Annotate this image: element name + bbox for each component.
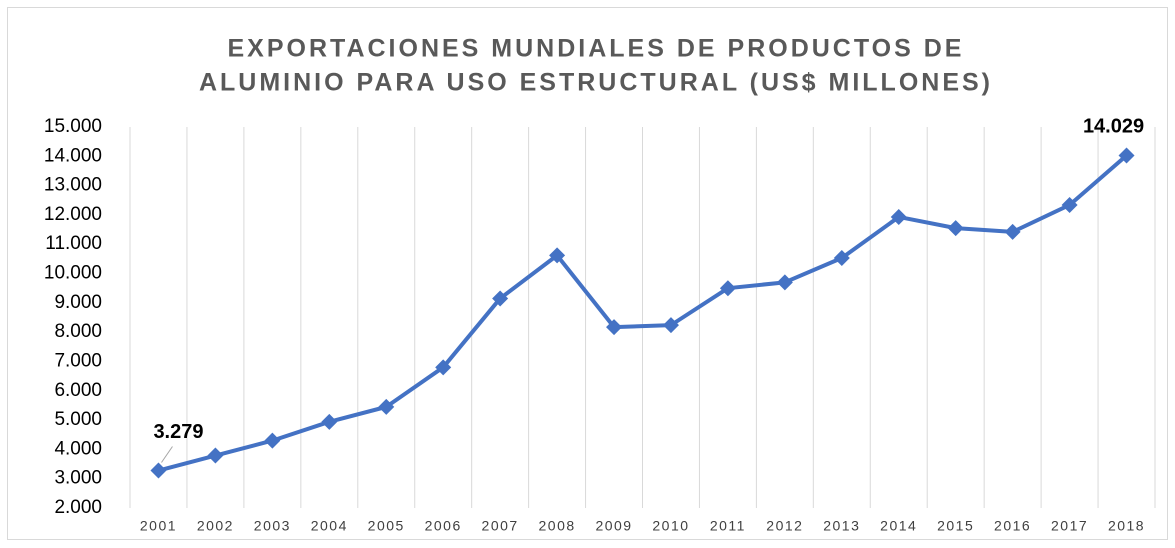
chart-title: ALUMINIO PARA USO ESTRUCTURAL (US$ MILLO… (199, 69, 993, 97)
y-tick-label: 9.000 (54, 292, 102, 313)
y-tick-label: 15.000 (44, 116, 102, 137)
marker (662, 317, 679, 334)
data-label: 14.029 (1083, 116, 1144, 138)
x-tick-label: 2012 (766, 518, 803, 534)
marker (321, 413, 338, 430)
y-tick-label: 10.000 (44, 263, 102, 284)
leader-line (161, 446, 173, 463)
x-tick-label: 2002 (197, 518, 234, 534)
x-tick-label: 2007 (482, 518, 519, 534)
x-tick-label: 2004 (311, 518, 348, 534)
marker (833, 250, 850, 267)
marker (606, 319, 623, 336)
x-tick-label: 2003 (254, 518, 291, 534)
y-tick-label: 8.000 (54, 321, 102, 342)
x-tick-label: 2010 (652, 518, 689, 534)
y-tick-label: 14.000 (44, 145, 102, 166)
data-label: 3.279 (153, 421, 203, 443)
marker (549, 247, 566, 264)
x-tick-label: 2005 (368, 518, 405, 534)
x-tick-label: 2015 (937, 518, 974, 534)
y-tick-label: 11.000 (45, 233, 102, 254)
marker (719, 280, 736, 297)
y-tick-label: 7.000 (54, 350, 102, 371)
marker (776, 274, 793, 291)
x-tick-label: 2006 (425, 518, 462, 534)
x-tick-label: 2001 (140, 518, 177, 534)
marker (264, 432, 281, 449)
series-line (157, 153, 1128, 473)
marker (1061, 196, 1078, 213)
x-tick-label: 2011 (710, 518, 746, 534)
marker (378, 398, 395, 415)
y-tick-label: 6.000 (54, 380, 102, 401)
x-tick-label: 2009 (595, 518, 632, 534)
y-tick-label: 12.000 (44, 204, 102, 225)
chart-title: EXPORTACIONES MUNDIALES DE PRODUCTOS DE (228, 35, 965, 63)
x-tick-label: 2017 (1051, 518, 1088, 534)
y-tick-label: 4.000 (54, 438, 102, 459)
y-tick-label: 5.000 (54, 409, 102, 430)
marker (890, 208, 907, 225)
chart-border (7, 7, 1168, 540)
marker (492, 290, 509, 307)
marker (947, 220, 964, 237)
x-tick-label: 2014 (880, 518, 917, 534)
y-tick-label: 2.000 (54, 497, 102, 518)
marker (435, 359, 452, 376)
marker (1118, 147, 1135, 164)
y-tick-label: 13.000 (44, 175, 102, 196)
x-tick-label: 2018 (1108, 518, 1145, 534)
y-tick-label: 3.000 (54, 468, 102, 489)
marker (150, 462, 167, 479)
marker (207, 447, 224, 464)
x-tick-label: 2008 (539, 518, 576, 534)
x-tick-label: 2016 (994, 518, 1031, 534)
marker (1004, 223, 1021, 240)
x-tick-label: 2013 (823, 518, 860, 534)
